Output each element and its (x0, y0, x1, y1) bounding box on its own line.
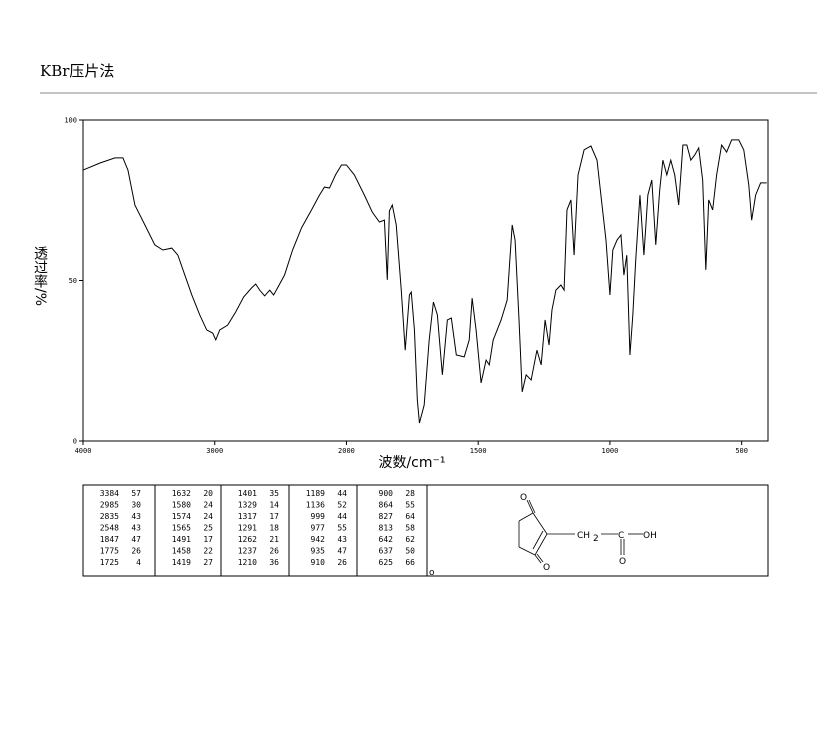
peak-wavenumber: 2835 (100, 512, 119, 521)
peak-transmittance: 27 (203, 558, 213, 567)
peak-transmittance: 4 (136, 558, 141, 567)
x-tick-label: 1000 (601, 447, 618, 455)
y-tick-label: 100 (64, 117, 77, 125)
peak-wavenumber: 1189 (306, 489, 325, 498)
x-tick-label: 1500 (470, 447, 487, 455)
peak-transmittance: 20 (203, 489, 213, 498)
peak-wavenumber: 1491 (172, 535, 191, 544)
peak-wavenumber: 942 (311, 535, 326, 544)
peak-transmittance: 44 (337, 512, 347, 521)
peak-wavenumber: 1725 (100, 558, 119, 567)
peak-wavenumber: 900 (379, 489, 394, 498)
peak-wavenumber: 1329 (238, 501, 257, 510)
peak-wavenumber: 864 (379, 501, 394, 510)
y-axis-label: 透过率/% (32, 246, 48, 306)
peak-transmittance: 64 (405, 512, 415, 521)
peak-transmittance: 30 (131, 501, 141, 510)
y-tick-label: 0 (73, 438, 77, 446)
peak-wavenumber: 999 (311, 512, 326, 521)
peak-transmittance: 47 (131, 535, 141, 544)
peak-wavenumber: 1775 (100, 547, 119, 556)
peak-transmittance: 24 (203, 512, 213, 521)
structure-atom: OH (643, 531, 657, 541)
peak-wavenumber: 1237 (238, 547, 257, 556)
peak-table-frame (82, 484, 769, 577)
peak-wavenumber: 1632 (172, 489, 191, 498)
peak-transmittance: 26 (269, 547, 279, 556)
peak-transmittance: 47 (337, 547, 347, 556)
peak-transmittance: 24 (203, 501, 213, 510)
peak-transmittance: 21 (269, 535, 279, 544)
peak-wavenumber: 2985 (100, 501, 119, 510)
peak-transmittance: 28 (405, 489, 415, 498)
x-tick-label: 500 (735, 447, 748, 455)
peak-transmittance: 66 (405, 558, 415, 567)
structure-atom: 2 (593, 534, 599, 544)
peak-wavenumber: 1565 (172, 524, 191, 533)
peak-wavenumber: 1291 (238, 524, 257, 533)
peak-transmittance: 35 (269, 489, 279, 498)
structure-atom: CH (577, 531, 590, 541)
peak-wavenumber: 1401 (238, 489, 257, 498)
chart-title: KBr压片法 (40, 62, 114, 80)
peak-transmittance: 17 (269, 512, 279, 521)
peak-transmittance: 57 (131, 489, 141, 498)
peak-transmittance: 36 (269, 558, 279, 567)
peak-transmittance: 17 (203, 535, 213, 544)
peak-transmittance: 43 (131, 512, 141, 521)
peak-transmittance: 55 (405, 501, 415, 510)
peak-transmittance: 26 (131, 547, 141, 556)
peak-wavenumber: 625 (379, 558, 394, 567)
peak-wavenumber: 637 (379, 547, 394, 556)
structure-atom: O (619, 557, 626, 567)
peak-wavenumber: 1210 (238, 558, 257, 567)
peak-wavenumber: 935 (311, 547, 326, 556)
table-dividers (154, 485, 428, 576)
x-axis-label: 波数/cm⁻¹ (378, 455, 445, 471)
peak-transmittance: 18 (269, 524, 279, 533)
peak-transmittance: 52 (337, 501, 347, 510)
peak-transmittance: 22 (203, 547, 213, 556)
peak-wavenumber: 813 (379, 524, 394, 533)
peak-wavenumber: 1136 (306, 501, 325, 510)
peak-transmittance: 50 (405, 547, 415, 556)
peak-transmittance: 14 (269, 501, 279, 510)
peak-wavenumber: 2548 (100, 524, 119, 533)
structure-atom: O (543, 563, 550, 573)
peak-wavenumber: 1419 (172, 558, 191, 567)
peak-transmittance: 62 (405, 535, 415, 544)
peak-wavenumber: 1580 (172, 501, 191, 510)
peak-transmittance: 55 (337, 524, 347, 533)
peak-wavenumber: 1317 (238, 512, 257, 521)
peak-wavenumber: 910 (311, 558, 326, 567)
peak-transmittance: 44 (337, 489, 347, 498)
structure-atom: C (618, 531, 624, 541)
peak-transmittance: 43 (131, 524, 141, 533)
peak-transmittance: 43 (337, 535, 347, 544)
peak-transmittance: 58 (405, 524, 415, 533)
structure-corner: o (429, 568, 435, 578)
peak-transmittance: 25 (203, 524, 213, 533)
x-tick-label: 2000 (338, 447, 355, 455)
x-tick-label: 4000 (75, 447, 92, 455)
x-tick-label: 3000 (206, 447, 223, 455)
structure-atom: O (520, 493, 527, 503)
peak-wavenumber: 1574 (172, 512, 191, 521)
peak-transmittance: 26 (337, 558, 347, 567)
peak-wavenumber: 827 (379, 512, 394, 521)
peak-wavenumber: 3384 (100, 489, 119, 498)
peak-wavenumber: 1262 (238, 535, 257, 544)
structure-bonds (518, 499, 643, 564)
y-tick-label: 50 (69, 277, 77, 285)
peak-wavenumber: 1458 (172, 547, 191, 556)
peak-wavenumber: 642 (379, 535, 394, 544)
spectrum-line (82, 139, 767, 424)
peak-wavenumber: 1847 (100, 535, 119, 544)
peak-wavenumber: 977 (311, 524, 326, 533)
